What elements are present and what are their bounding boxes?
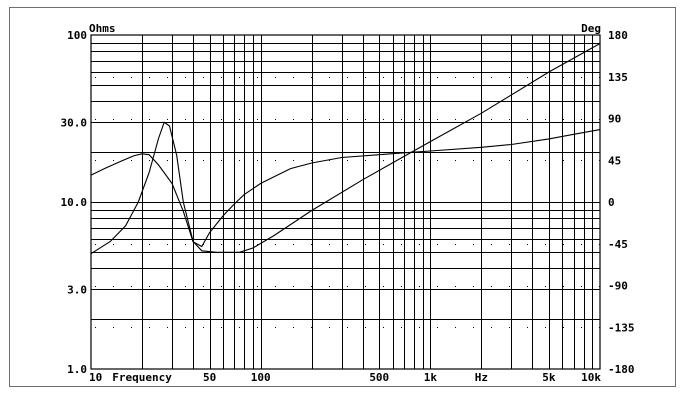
y-right-tick-label: -180 <box>608 363 635 376</box>
x-tick-label: 10k <box>581 371 601 384</box>
y-right-axis-title: Deg <box>581 22 601 35</box>
grid <box>90 34 601 370</box>
labels: 100 30.0 10.0 3.0 1.0 180 135 90 45 0 -45 -90 -135 -1… <box>61 22 635 384</box>
impedance-curve <box>90 43 601 255</box>
x-axis-title: Frequency <box>112 371 172 384</box>
x-tick-label: 5k <box>542 371 556 384</box>
y-right-tick-label: 45 <box>608 154 621 167</box>
curves <box>90 43 601 255</box>
y-right-tick-label: -135 <box>608 321 635 334</box>
y-right-tick-label: -90 <box>608 280 628 293</box>
x-tick-label: 10 <box>89 371 102 384</box>
y-left-tick-label: 10.0 <box>61 196 88 209</box>
x-tick-label: 100 <box>251 371 271 384</box>
x-tick-label: 500 <box>369 371 389 384</box>
phase-curve <box>90 129 601 248</box>
y-right-tick-label: -45 <box>608 238 628 251</box>
y-left-tick-label: 3.0 <box>67 283 87 296</box>
x-axis-unit: Hz <box>475 371 488 384</box>
y-left-tick-label: 30.0 <box>61 116 88 129</box>
y-left-axis-title: Ohms <box>89 22 116 35</box>
y-right-tick-label: 0 <box>608 196 615 209</box>
y-right-tick-label: 135 <box>608 71 628 84</box>
chart-frame: 100 30.0 10.0 3.0 1.0 180 135 90 45 0 -45 -90 -135 -1… <box>9 7 676 387</box>
y-left-tick-label: 100 <box>67 29 87 42</box>
y-right-tick-label: 180 <box>608 29 628 42</box>
y-left-tick-label: 1.0 <box>67 363 87 376</box>
y-right-tick-label: 90 <box>608 113 621 126</box>
x-tick-label: 50 <box>203 371 216 384</box>
impedance-phase-chart: 100 30.0 10.0 3.0 1.0 180 135 90 45 0 -45 -90 -135 -1… <box>61 22 635 384</box>
x-tick-label: 1k <box>424 371 438 384</box>
